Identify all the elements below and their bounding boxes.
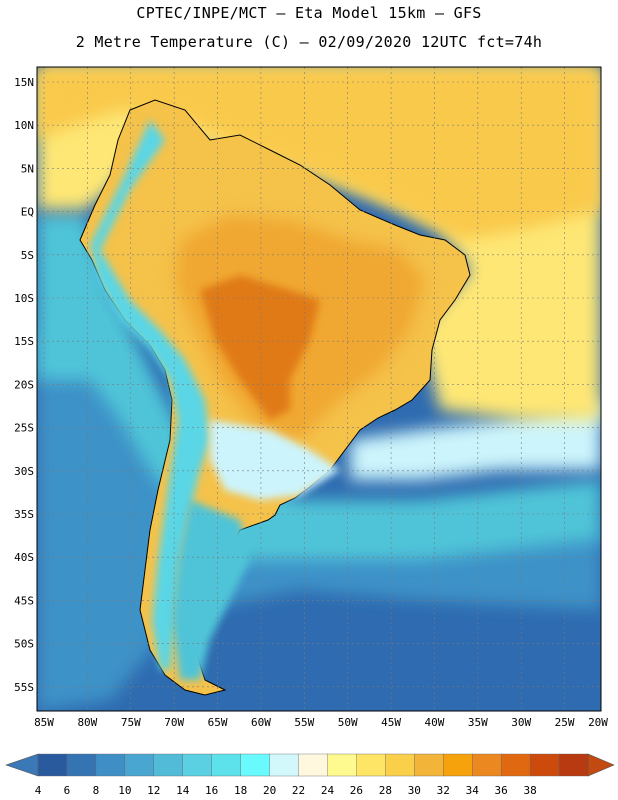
- temperature-field: [37, 67, 601, 711]
- colorbar-swatch: [558, 753, 589, 777]
- colorbar-min-arrow: [5, 753, 39, 777]
- colorbar-label: 10: [118, 784, 131, 797]
- lat-label: 15S: [14, 335, 34, 348]
- colorbar-swatch: [37, 753, 68, 777]
- colorbar-label: 4: [35, 784, 42, 797]
- lat-label: 15N: [14, 76, 34, 89]
- colorbar-label: 38: [523, 784, 536, 797]
- lat-label: 10S: [14, 292, 34, 305]
- colorbar-swatch: [443, 753, 473, 777]
- colorbar-swatch: [211, 753, 242, 777]
- colorbar-label: 8: [93, 784, 100, 797]
- colorbar: 4 6 8 10 12 14 16 18 20 22 24 26 28 30 32 34 36 38: [5, 753, 615, 797]
- colorbar-label: 24: [321, 784, 335, 797]
- lon-label: 45W: [381, 716, 401, 729]
- lon-label: 20W: [588, 716, 608, 729]
- lat-label: 50S: [14, 638, 34, 651]
- lat-label: 35S: [14, 508, 34, 521]
- colorbar-swatch: [327, 753, 357, 777]
- colorbar-label: 32: [437, 784, 450, 797]
- colorbar-label: 18: [234, 784, 247, 797]
- colorbar-label: 16: [205, 784, 218, 797]
- lon-label: 75W: [121, 716, 141, 729]
- colorbar-swatch: [298, 753, 328, 777]
- patagonia-cool-zone: [172, 500, 250, 680]
- lon-label: 40W: [425, 716, 445, 729]
- colorbar-label: 12: [147, 784, 160, 797]
- lat-label: 55S: [14, 681, 34, 694]
- colorbar-swatch: [153, 753, 184, 777]
- map-title-line2: 2 Metre Temperature (C) – 02/09/2020 12U…: [75, 33, 543, 51]
- lon-label: 70W: [164, 716, 184, 729]
- colorbar-swatch: [269, 753, 300, 777]
- interior-hottest-zone: [200, 275, 320, 420]
- colorbar-swatch: [500, 753, 531, 777]
- lat-label: 5S: [21, 249, 34, 262]
- graticule: [37, 67, 601, 711]
- lat-label: 25S: [14, 422, 34, 435]
- lat-label: 20S: [14, 378, 34, 391]
- lon-label: 65W: [208, 716, 228, 729]
- colorbar-label: 36: [495, 784, 508, 797]
- colorbar-swatch: [472, 753, 502, 777]
- colorbar-swatch: [385, 753, 415, 777]
- colorbar-swatch: [66, 753, 97, 777]
- colorbar-swatch: [182, 753, 213, 777]
- colorbar-swatch: [124, 753, 155, 777]
- lon-label: 80W: [77, 716, 97, 729]
- lat-label: 5N: [21, 162, 34, 175]
- lon-label: 30W: [511, 716, 531, 729]
- colorbar-label: 14: [176, 784, 190, 797]
- colorbar-label: 28: [379, 784, 392, 797]
- map-border: [36, 66, 602, 712]
- lon-label: 85W: [34, 716, 54, 729]
- colorbar-swatch: [356, 753, 386, 777]
- lon-label: 25W: [555, 716, 575, 729]
- pampas-mild-zone: [210, 420, 340, 500]
- colorbar-label: 6: [64, 784, 71, 797]
- colorbar-label: 20: [263, 784, 276, 797]
- colorbar-label: 26: [350, 784, 363, 797]
- colorbar-label: 30: [408, 784, 421, 797]
- lat-label: 30S: [14, 465, 34, 478]
- lon-label: 55W: [294, 716, 314, 729]
- lat-label: 45S: [14, 594, 34, 607]
- colorbar-swatch: [95, 753, 126, 777]
- colorbar-label: 34: [466, 784, 480, 797]
- andes-cold-strip: [90, 120, 210, 670]
- lat-label: 40S: [14, 551, 34, 564]
- latitude-labels: 15N 10N 5N EQ 5S 10S 15S 20S 25S 30S 35S 40S 45S 50S 5…: [14, 76, 34, 694]
- longitude-labels: 85W 80W 75W 70W 65W 60W 55W 50W 45W 40W 35W 30W 25W 2…: [34, 716, 608, 729]
- lat-label: 10N: [14, 119, 34, 132]
- lon-label: 60W: [251, 716, 271, 729]
- colorbar-label: 22: [292, 784, 305, 797]
- lon-label: 35W: [468, 716, 488, 729]
- lon-label: 50W: [338, 716, 358, 729]
- map-title-line1: CPTEC/INPE/MCT – Eta Model 15km – GFS: [136, 4, 482, 22]
- colorbar-max-arrow: [587, 753, 615, 777]
- lat-label: EQ: [21, 206, 34, 219]
- colorbar-swatch: [414, 753, 444, 777]
- colorbar-swatch: [240, 753, 271, 777]
- colorbar-swatch: [529, 753, 560, 777]
